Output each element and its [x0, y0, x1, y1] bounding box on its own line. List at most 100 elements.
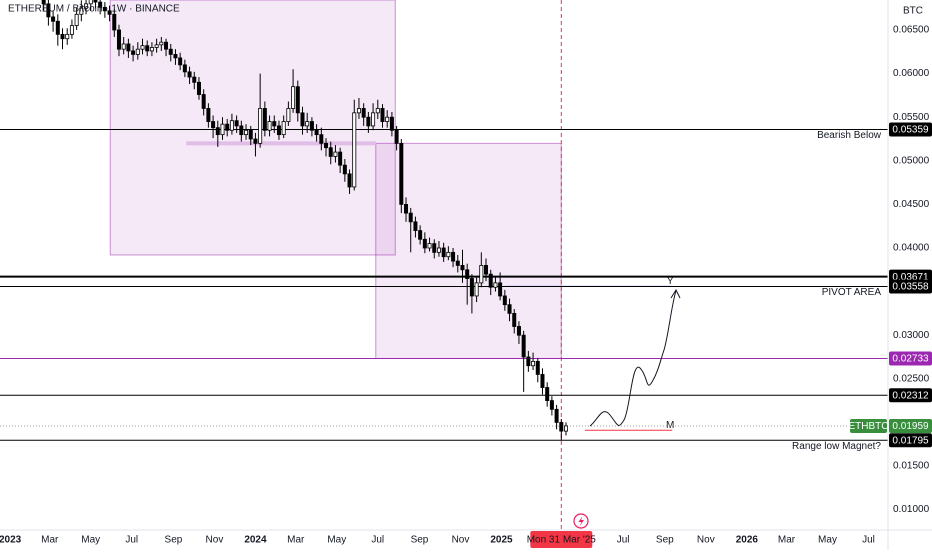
candle-body [564, 425, 569, 432]
y-tick-label: 0.02500 [893, 373, 930, 384]
x-tick-label: Sep [165, 535, 183, 546]
candle-body [460, 265, 465, 271]
candle-body [196, 81, 201, 95]
candle-body [229, 120, 234, 131]
projection-arrowhead [670, 288, 681, 299]
candle-body [116, 29, 121, 50]
candle-body [432, 243, 437, 253]
x-tick-label: May [327, 535, 346, 546]
candle-body [192, 76, 197, 83]
candle-body [427, 243, 432, 249]
candle-body [389, 116, 394, 131]
level-price-box [889, 388, 932, 403]
candle-body [149, 47, 154, 52]
candle-body [102, 6, 107, 12]
candle-body [51, 16, 56, 22]
candle-body [309, 121, 314, 131]
x-tick-label: Jul [125, 535, 138, 546]
candle-body [201, 94, 206, 109]
x-tick-label: Mar [778, 535, 796, 546]
level-note: Bearish Below [817, 130, 882, 141]
x-tick-label: May [81, 535, 100, 546]
candle-body [272, 121, 277, 127]
candle-body [545, 387, 550, 401]
candle-body [135, 48, 140, 55]
candle-body [418, 230, 423, 240]
candle-body [319, 134, 324, 144]
lightning-icon[interactable] [573, 513, 589, 529]
candle-body [446, 251, 451, 258]
candle-body [182, 64, 187, 73]
x-tick-label: Nov [206, 535, 224, 546]
crosshair-label: Mon 31 Mar '25 [527, 535, 597, 546]
candle-body [164, 41, 169, 50]
candle-body [361, 108, 366, 118]
candle-body [531, 360, 536, 367]
candle-body [366, 116, 371, 127]
candle-body [69, 25, 74, 35]
candle-body [65, 33, 70, 40]
candle-body [512, 312, 517, 327]
candle-body [88, 0, 93, 5]
candle-body [60, 33, 65, 40]
candle-body [413, 221, 418, 231]
y-tick-label: 0.01000 [893, 504, 930, 515]
candle-body [253, 138, 258, 144]
candle-body [178, 57, 183, 66]
level-note: PIVOT AREA [822, 287, 882, 298]
x-tick-label: Sep [411, 535, 429, 546]
candle-body [41, 0, 46, 5]
candle-body [258, 108, 263, 144]
candle-body [385, 116, 390, 122]
candle-body [187, 71, 192, 78]
candle-body [328, 147, 333, 157]
x-tick-label: Jul [862, 535, 875, 546]
candle-body [107, 10, 112, 15]
candle-body [220, 123, 225, 136]
x-tick-label: Mar [287, 535, 305, 546]
candle-body [93, 0, 98, 3]
y-tick-label: 0.06500 [893, 25, 930, 36]
candle-body [436, 247, 441, 253]
x-tick-label: 2024 [244, 535, 267, 546]
candle-body [455, 260, 460, 266]
candle-body [206, 108, 211, 122]
candle-body [262, 108, 267, 131]
candle-body [295, 86, 300, 114]
y-tick-label: 0.04500 [893, 199, 930, 210]
y-tick-label: 0.01500 [893, 461, 930, 472]
candle-body [225, 123, 230, 131]
x-tick-label: May [818, 535, 837, 546]
candle-body [488, 273, 493, 288]
candle-body [484, 265, 489, 275]
x-tick-label: Nov [697, 535, 715, 546]
candle-body [404, 203, 409, 214]
symbol-box [850, 418, 887, 433]
candle-body [168, 48, 173, 55]
candle-body [140, 45, 145, 50]
candle-body [502, 295, 507, 306]
icon-bolt[interactable] [578, 516, 585, 527]
candle-body [79, 7, 84, 15]
candle-body [126, 43, 131, 52]
x-tick-label: Jul [371, 535, 384, 546]
level-price-label: 0.05359 [892, 125, 929, 136]
level-price-box [889, 279, 932, 294]
candle-body [479, 265, 484, 284]
candle-body [356, 108, 361, 114]
candle-body [121, 43, 126, 50]
level-price-label: 0.02312 [892, 390, 929, 401]
x-tick-label: 2023 [0, 535, 22, 546]
candle-body [305, 121, 310, 127]
candle-body [286, 108, 291, 122]
candle-body [338, 151, 343, 166]
candle-body [554, 408, 559, 423]
candle-body [98, 1, 103, 8]
level-price-box [889, 351, 932, 366]
candle-body [342, 164, 347, 175]
symbol-label: ETHBTC [849, 421, 889, 432]
candle-body [352, 112, 357, 188]
candle-body [333, 151, 338, 157]
y-tick-label: 0.04000 [893, 243, 930, 254]
candle-body [173, 54, 178, 59]
